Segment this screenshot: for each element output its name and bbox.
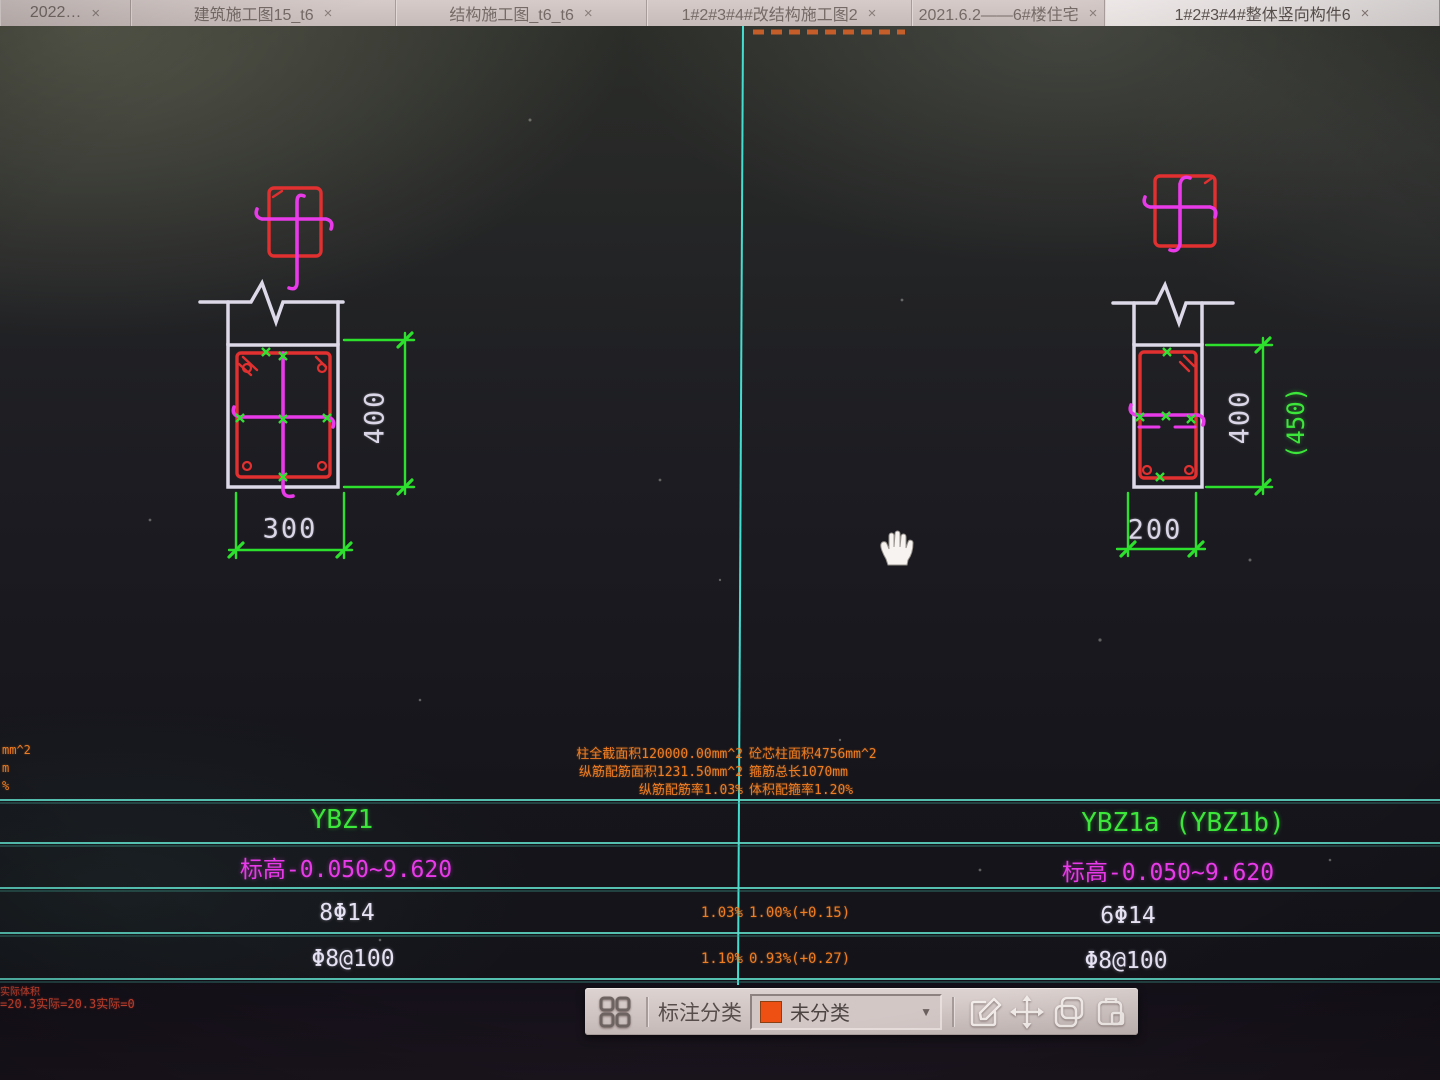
main-rebar-left: 8Φ14 <box>319 900 375 926</box>
status-red-line-2: =20.3实际=20.3实际=0 <box>0 997 135 1011</box>
annotation-category-label: 标注分类 <box>658 1001 742 1025</box>
tab-label: 2021.6.2——6#楼住宅 <box>918 7 1079 24</box>
ratio-rebar-left: 1.03% <box>700 905 743 921</box>
paste-clipboard-icon[interactable] <box>1093 994 1129 1030</box>
category-color-swatch <box>760 1000 782 1023</box>
toolbar-divider <box>646 996 648 1027</box>
tab-drawing-2[interactable]: 建筑施工图15_t6 × <box>131 0 396 26</box>
stirrup-spec-right: Φ8@100 <box>1084 948 1168 974</box>
tab-label: 2022… <box>29 4 82 21</box>
calc-stirrup-length: 箍筋总长1070mm <box>749 765 848 780</box>
member-name-left: YBZ1 <box>310 805 374 835</box>
cad-drawing-canvas[interactable] <box>0 26 1440 1080</box>
copy-icon[interactable] <box>1051 994 1087 1030</box>
elevation-right: 标高-0.050~9.620 <box>1061 860 1275 886</box>
stirrup-spec-left: Φ8@100 <box>311 946 395 972</box>
category-dropdown[interactable]: 未分类 ▼ <box>750 993 942 1030</box>
tab-label: 建筑施工图15_t6 <box>193 7 314 24</box>
elevation-left: 标高-0.050~9.620 <box>239 857 453 883</box>
chevron-down-icon[interactable]: ▼ <box>920 1004 932 1019</box>
dim-height-left: 400 <box>359 389 391 445</box>
grid-view-icon[interactable] <box>597 994 633 1030</box>
status-red-line-1: 实际体积 <box>0 987 40 998</box>
category-dropdown-value: 未分类 <box>790 1003 850 1025</box>
tab-drawing-1[interactable]: 2022… × <box>0 0 131 26</box>
tab-drawing-6-active[interactable]: 1#2#3#4#整体竖向构件6 × <box>1105 0 1440 26</box>
edit-icon[interactable] <box>967 994 1003 1030</box>
member-name-right: YBZ1a (YBZ1b) <box>1081 808 1285 838</box>
ratio-stirrup-right: 0.93%(+0.27) <box>749 951 851 967</box>
ratio-stirrup-left: 1.10% <box>700 951 743 967</box>
clipped-info-fragment-1: mm^2 <box>2 743 31 757</box>
tab-close-icon[interactable]: × <box>91 4 101 22</box>
ratio-row-stirrup: 1.10% 0.93%(+0.27) <box>500 951 850 967</box>
calc-rebar-area: 纵筋配筋面积1231.50mm^2 <box>578 765 743 780</box>
tab-drawing-5[interactable]: 2021.6.2——6#楼住宅 × <box>912 0 1105 26</box>
calc-core-area: 砼芯柱面积4756mm^2 <box>749 747 877 762</box>
drawing-tab-bar: 2022… × 建筑施工图15_t6 × 结构施工图_t6_t6 × 1#2#3… <box>0 0 1440 26</box>
tab-close-icon[interactable]: × <box>583 4 593 22</box>
calc-stirrup-ratio: 体积配箍率1.20% <box>749 783 854 798</box>
tab-close-icon[interactable]: × <box>1088 4 1098 22</box>
tab-close-icon[interactable]: × <box>323 4 333 22</box>
dim-height-right: 400 <box>1224 389 1256 445</box>
tab-drawing-4[interactable]: 1#2#3#4#改结构施工图2 × <box>647 0 912 26</box>
tab-label: 结构施工图_t6_t6 <box>449 7 574 24</box>
main-rebar-right: 6Φ14 <box>1100 903 1156 929</box>
dim-width-right: 200 <box>1127 514 1183 546</box>
toolbar-divider <box>952 996 954 1027</box>
tab-close-icon[interactable]: × <box>1360 4 1370 22</box>
ratio-rebar-right: 1.00%(+0.15) <box>749 905 851 921</box>
annotation-toolbar: 标注分类 未分类 ▼ <box>585 988 1138 1035</box>
calc-info-line-2: 纵筋配筋面积1231.50mm^2 箍筋总长1070mm <box>500 761 848 780</box>
dim-width-left: 300 <box>262 513 318 545</box>
calc-column-area: 柱全截面积120000.00mm^2 <box>576 747 743 762</box>
move-icon[interactable] <box>1009 994 1045 1030</box>
clipped-info-fragment-2: m <box>2 761 10 775</box>
calc-info-line-1: 柱全截面积120000.00mm^2 砼芯柱面积4756mm^2 <box>500 743 877 762</box>
tab-label: 1#2#3#4#改结构施工图2 <box>681 7 858 24</box>
tab-close-icon[interactable]: × <box>867 4 877 22</box>
ratio-row-rebar: 1.03% 1.00%(+0.15) <box>500 905 850 921</box>
calc-rebar-ratio: 纵筋配筋率1.03% <box>638 783 743 798</box>
calc-info-line-3: 纵筋配筋率1.03% 体积配箍率1.20% <box>500 779 853 798</box>
tab-drawing-3[interactable]: 结构施工图_t6_t6 × <box>396 0 647 26</box>
clipped-info-fragment-3: % <box>2 779 10 793</box>
tab-label: 1#2#3#4#整体竖向构件6 <box>1174 7 1351 24</box>
dim-height-alt-right: (450) <box>1282 386 1310 460</box>
